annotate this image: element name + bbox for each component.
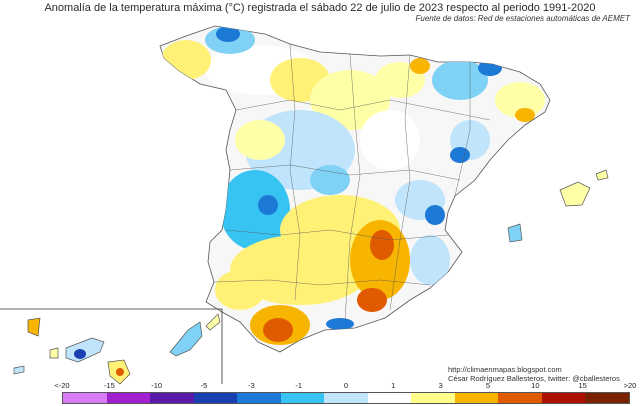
legend-swatch	[193, 393, 238, 403]
credit-author: César Rodríguez Ballesteros, twitter: @c…	[448, 374, 620, 383]
legend-swatch	[150, 393, 194, 403]
data-source: Fuente de datos: Red de estaciones autom…	[415, 14, 631, 23]
legend-swatch	[237, 393, 281, 403]
map-title: Anomalía de la temperatura máxima (°C) r…	[44, 2, 596, 14]
legend-tick-label: -15	[103, 381, 115, 390]
legend-swatch	[367, 393, 412, 403]
legend-bar	[62, 392, 630, 404]
legend-swatch	[280, 393, 325, 403]
legend-tick-label: 3	[438, 381, 443, 390]
legend-tick-label: -10	[151, 381, 163, 390]
legend-ticks: <-20 -15 -10 -5 -3 -1 0 1 3 5 10 15 >20	[54, 381, 636, 391]
legend-tick-label: 10	[531, 381, 540, 390]
legend-swatch	[106, 393, 151, 403]
legend-swatch	[541, 393, 586, 403]
legend-tick-label: <-20	[54, 381, 70, 390]
legend-tick-label: -3	[247, 381, 255, 390]
credit-url: http://climaenmapas.blogspot.com	[448, 365, 562, 374]
legend-tick-label: >20	[623, 381, 637, 390]
legend-tick-label: 1	[391, 381, 396, 390]
legend-tick-label: -5	[200, 381, 208, 390]
legend-swatch	[498, 393, 542, 403]
legend-swatch	[324, 393, 368, 403]
balearic-islands	[507, 169, 609, 243]
legend-tick-label: 15	[578, 381, 587, 390]
legend-tick-label: 5	[485, 381, 491, 390]
legend-swatch	[63, 393, 107, 403]
legend-swatch	[585, 393, 629, 403]
legend-tick-label: 0	[343, 381, 349, 390]
canary-inset	[0, 308, 223, 385]
legend-swatch	[411, 393, 455, 403]
legend-swatch	[454, 393, 499, 403]
legend-tick-label: -1	[295, 381, 302, 390]
peninsula	[159, 25, 551, 353]
